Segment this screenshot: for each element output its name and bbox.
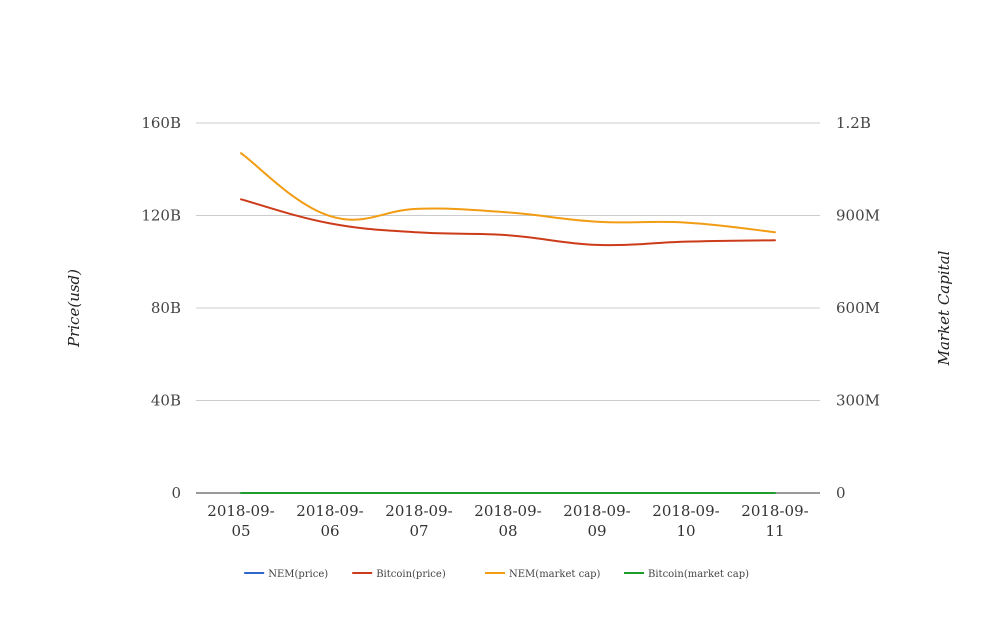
y-tick-label-right: 300M bbox=[836, 392, 880, 410]
x-tick-label: 2018-09-07 bbox=[385, 502, 452, 540]
x-axis: 2018-09-05 2018-09-06 2018-09-07 2018-09-08… bbox=[207, 502, 808, 540]
y-tick-label-left: 160B bbox=[141, 114, 181, 132]
legend-item-bitcoin-market-cap[interactable]: Bitcoin(market cap) bbox=[624, 569, 749, 580]
y-tick-label-right: 0 bbox=[836, 484, 846, 502]
x-tick-label: 2018-09-06 bbox=[296, 502, 363, 540]
y-tick-label-right: 1.2B bbox=[836, 114, 871, 132]
y-axis-right-title: Market Capital bbox=[935, 250, 953, 366]
series-line-nem-market-cap bbox=[240, 152, 776, 234]
legend-item-bitcoin-price[interactable]: Bitcoin(price) bbox=[352, 569, 446, 580]
legend-label: Bitcoin(market cap) bbox=[648, 569, 749, 580]
y-tick-label-left: 0 bbox=[171, 484, 181, 502]
y-tick-label-right: 900M bbox=[836, 207, 880, 225]
y-tick-label-left: 120B bbox=[141, 207, 181, 225]
y-axis-left-title: Price(usd) bbox=[65, 269, 83, 348]
y-axis-right: 0 300M 600M 900M 1.2B bbox=[836, 114, 880, 502]
x-tick-label: 2018-09-09 bbox=[563, 502, 630, 540]
legend-item-nem-price[interactable]: NEM(price) bbox=[244, 569, 328, 580]
x-tick-label: 2018-09-05 bbox=[207, 502, 274, 540]
series-lines bbox=[240, 152, 776, 495]
legend-item-nem-market-cap[interactable]: NEM(market cap) bbox=[485, 569, 601, 580]
legend: NEM(price) Bitcoin(price) NEM(market cap) B… bbox=[244, 569, 749, 580]
x-tick-label: 2018-09-10 bbox=[652, 502, 719, 540]
legend-label: NEM(price) bbox=[268, 569, 328, 580]
legend-label: Bitcoin(price) bbox=[376, 569, 446, 580]
y-tick-label-left: 40B bbox=[151, 392, 181, 410]
gridlines bbox=[196, 122, 820, 494]
y-tick-label-left: 80B bbox=[151, 299, 181, 317]
y-axis-left: 0 40B 80B 120B 160B bbox=[141, 114, 181, 502]
series-line-bitcoin-price bbox=[240, 198, 776, 247]
x-tick-label: 2018-09-08 bbox=[474, 502, 541, 540]
legend-label: NEM(market cap) bbox=[509, 569, 601, 580]
x-tick-label: 2018-09-11 bbox=[741, 502, 808, 540]
y-tick-label-right: 600M bbox=[836, 299, 880, 317]
